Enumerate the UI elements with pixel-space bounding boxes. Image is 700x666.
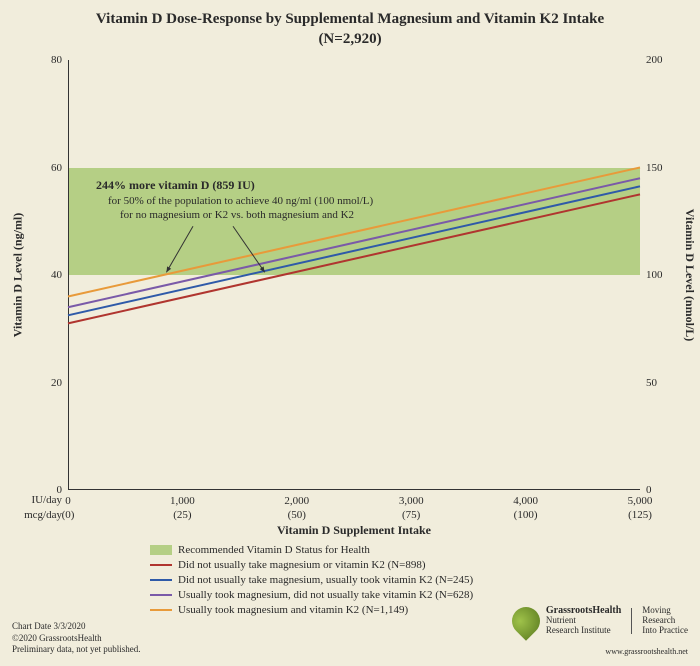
y2-tick: 150 (640, 162, 663, 174)
legend-item: Usually took magnesium, did not usually … (150, 589, 473, 601)
x-tick: 4,000(100) (513, 490, 538, 523)
y2-axis-label: Vitamin D Level (nmol/L) (683, 209, 698, 342)
x-tick: 1,000(25) (170, 490, 195, 523)
y-axis-label: Vitamin D Level (ng/ml) (11, 213, 26, 338)
chart-title: Vitamin D Dose-Response by Supplemental … (0, 0, 700, 49)
y2-tick: 200 (640, 54, 663, 66)
footer-url: www.grassrootshealth.net (605, 647, 688, 656)
x-tick: 3,000(75) (399, 490, 424, 523)
y-tick: 80 (51, 54, 68, 66)
x-tick: 2,000(50) (284, 490, 309, 523)
legend-item: Usually took magnesium and vitamin K2 (N… (150, 604, 473, 616)
annotation-arrows (68, 60, 640, 490)
logo-tagline: Moving Research Into Practice (642, 606, 688, 636)
x-tick: 5,000(125) (628, 490, 653, 523)
y2-tick: 100 (640, 269, 663, 281)
legend: Recommended Vitamin D Status for Health … (150, 544, 473, 619)
footer-left: Chart Date 3/3/2020 ©2020 GrassrootsHeal… (12, 621, 140, 656)
mcg-prefix: mcg/day (24, 509, 68, 521)
y-tick: 20 (51, 377, 68, 389)
legend-item: Did not usually take magnesium or vitami… (150, 559, 473, 571)
x-axis-label: Vitamin D Supplement Intake (277, 523, 431, 538)
y-tick: 40 (51, 269, 68, 281)
y-tick: 60 (51, 162, 68, 174)
y2-tick: 50 (640, 377, 657, 389)
legend-band: Recommended Vitamin D Status for Health (150, 544, 473, 556)
iu-prefix: IU/day (31, 494, 68, 506)
leaf-icon (506, 601, 546, 641)
chart-area: Vitamin D Level (ng/ml) Vitamin D Level … (68, 60, 640, 490)
legend-item: Did not usually take magnesium, usually … (150, 574, 473, 586)
logo: GrassrootsHealth Nutrient Research Insti… (512, 605, 688, 636)
logo-text: GrassrootsHealth Nutrient Research Insti… (546, 605, 621, 636)
